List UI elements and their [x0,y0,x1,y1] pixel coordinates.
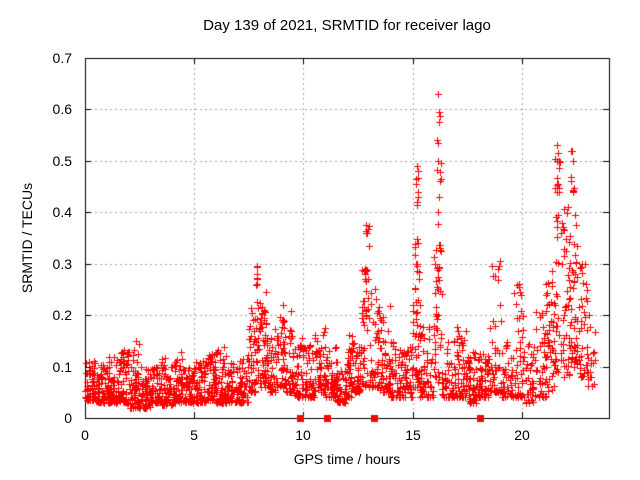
y-tick-label: 0.5 [52,153,72,169]
y-axis-label: SRMTID / TECUs [19,182,35,294]
x-tick-label: 0 [81,427,89,443]
y-tick-label: 0.2 [52,307,72,323]
x-tick-label: 5 [190,427,198,443]
y-tick-label: 0 [64,410,72,426]
y-tick-label: 0.4 [52,204,72,220]
x-tick-label: 20 [514,427,530,443]
chart-title: Day 139 of 2021, SRMTID for receiver lag… [203,17,491,34]
x-tick-label: 10 [295,427,311,443]
y-tick-label: 0.6 [52,101,72,117]
y-tick-label: 0.3 [52,256,72,272]
x-tick-label: 15 [405,427,421,443]
y-tick-label: 0.7 [52,50,72,66]
y-tick-label: 0.1 [52,359,72,375]
x-axis-label: GPS time / hours [293,451,401,467]
